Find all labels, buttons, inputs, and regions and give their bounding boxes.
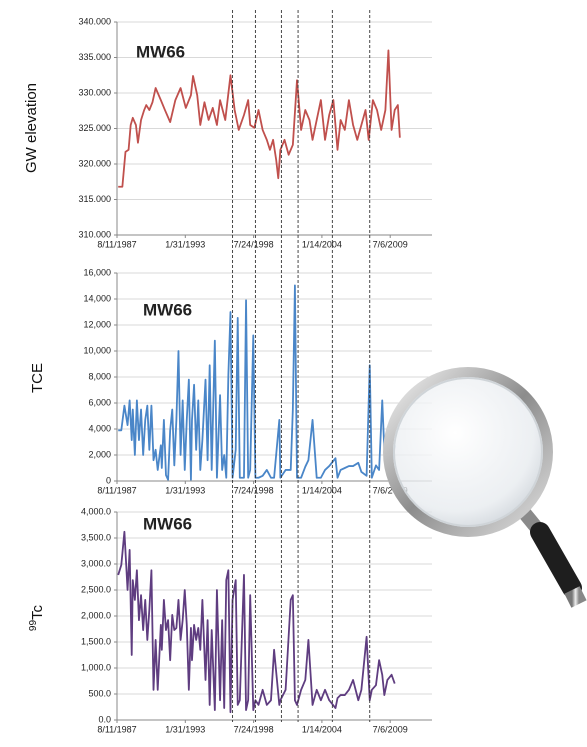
y-tick-label: 330.000: [78, 87, 111, 97]
y-tick-label: 2,000: [88, 449, 111, 459]
y-tick-label: 340.000: [78, 16, 111, 26]
y-tick-label: 4,000: [88, 423, 111, 433]
x-tick-label: 1/31/1993: [165, 724, 205, 734]
y-tick-label: 320.000: [78, 158, 111, 168]
x-tick-label: 8/11/1987: [97, 724, 136, 734]
y-axis-label: GW elevation: [23, 83, 40, 173]
series-label: MW66: [143, 300, 192, 319]
x-tick-label: 1/31/1993: [165, 239, 205, 249]
y-tick-label: 335.000: [78, 52, 111, 62]
series-label: MW66: [136, 42, 185, 61]
series-label: MW66: [143, 514, 192, 533]
y-tick-label: 3,500.0: [81, 532, 111, 542]
y-tick-label: 10,000: [83, 345, 111, 355]
x-tick-label: 1/14/2004: [302, 239, 342, 249]
x-tick-label: 8/11/1987: [97, 239, 136, 249]
data-line: [118, 284, 396, 481]
y-tick-label: 0.0: [98, 714, 111, 724]
x-tick-label: 1/14/2004: [302, 724, 342, 734]
y-tick-label: 310.000: [78, 229, 111, 239]
data-line: [118, 49, 401, 188]
magnifier-handle: [530, 522, 582, 598]
y-axis-label-superscript: 99: [28, 620, 39, 632]
x-tick-label: 7/24/1998: [234, 239, 274, 249]
y-tick-label: 325.000: [78, 123, 111, 133]
y-tick-label: 2,500.0: [81, 584, 111, 594]
y-tick-label: 4,000.0: [81, 506, 111, 516]
x-tick-label: 8/11/1987: [97, 485, 136, 495]
y-tick-label: 1,500.0: [81, 636, 111, 646]
x-tick-label: 7/6/2009: [373, 485, 408, 495]
y-axis-label: TCE: [29, 363, 46, 393]
magnifier-icon: [383, 367, 587, 608]
y-tick-label: 12,000: [83, 319, 111, 329]
y-tick-label: 8,000: [88, 371, 111, 381]
y-tick-label: 3,000.0: [81, 558, 111, 568]
x-tick-label: 1/14/2004: [302, 485, 342, 495]
x-tick-label: 1/31/1993: [165, 485, 205, 495]
x-tick-label: 7/24/1998: [234, 724, 274, 734]
y-axis-label-text: Tc: [29, 604, 46, 620]
y-tick-label: 500.0: [88, 688, 111, 698]
x-tick-label: 7/6/2009: [373, 239, 408, 249]
magnifier-inner-rim: [393, 377, 543, 527]
magnifier-cap: [564, 586, 587, 608]
plots: 310.000 315.000 320.000 325.000 330.000 335.0…: [23, 10, 432, 734]
y-tick-label: 1,000.0: [81, 662, 111, 672]
y-tick-label: 2,000.0: [81, 610, 111, 620]
y-axis-label: 99Tc: [28, 604, 46, 631]
x-tick-label: 7/6/2009: [373, 724, 408, 734]
data-line: [117, 530, 396, 714]
y-tick-label: 6,000: [88, 397, 111, 407]
magnifier-lens: [383, 367, 553, 537]
y-tick-label: 14,000: [83, 293, 111, 303]
y-tick-label: 0: [106, 475, 111, 485]
y-tick-label: 16,000: [83, 267, 111, 277]
x-tick-label: 7/24/1998: [234, 485, 274, 495]
y-tick-label: 315.000: [78, 194, 111, 204]
